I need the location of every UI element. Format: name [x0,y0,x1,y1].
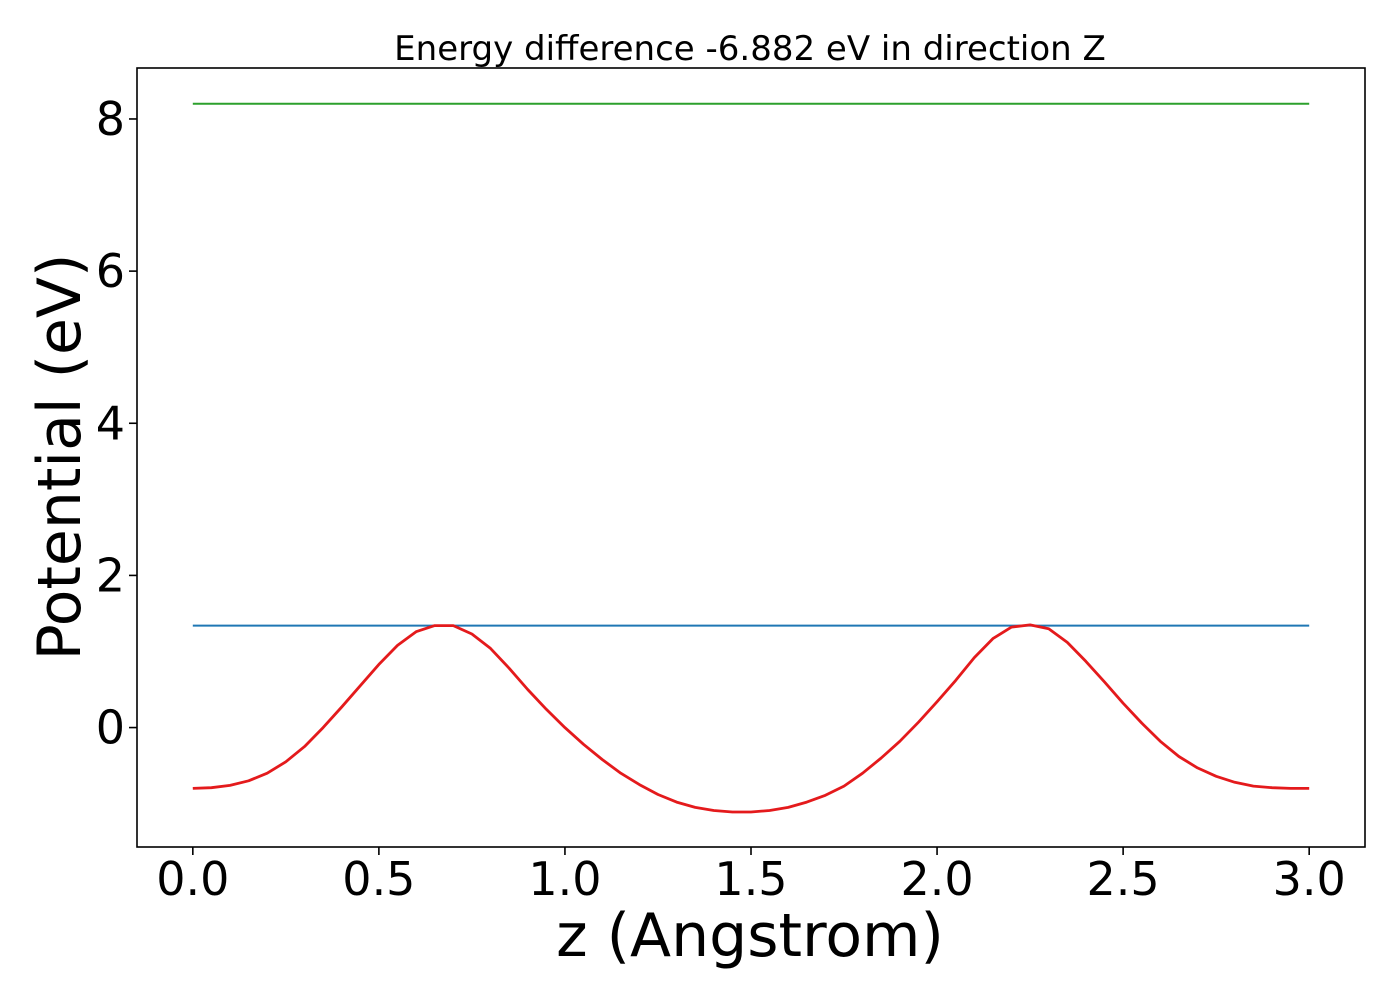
y-axis-ticks: 0 2 4 6 8 [96,92,137,755]
series-line-potential [192,623,1310,814]
x-axis-label: z (Angstrom) [556,901,944,971]
y-tick-label: 2 [96,548,125,602]
y-tick-label: 4 [96,396,125,450]
x-tick-label: 2.0 [900,852,973,906]
y-tick-label: 0 [96,701,125,755]
x-tick-label: 0.0 [156,852,229,906]
x-tick-label: 0.5 [342,852,415,906]
x-tick-label: 1.5 [714,852,787,906]
chart-title: Energy difference -6.882 eV in direction… [394,29,1106,69]
x-axis-ticks: 0.0 0.5 1.0 1.5 2.0 2.5 3.0 [156,847,1346,906]
x-tick-label: 1.0 [528,852,601,906]
x-tick-label: 2.5 [1087,852,1160,906]
x-tick-label: 3.0 [1273,852,1346,906]
y-tick-label: 8 [96,92,125,146]
y-tick-label: 6 [96,244,125,298]
plot-area [137,68,1365,847]
y-axis-label: Potential (eV) [25,254,95,661]
series-layer [192,102,1310,814]
